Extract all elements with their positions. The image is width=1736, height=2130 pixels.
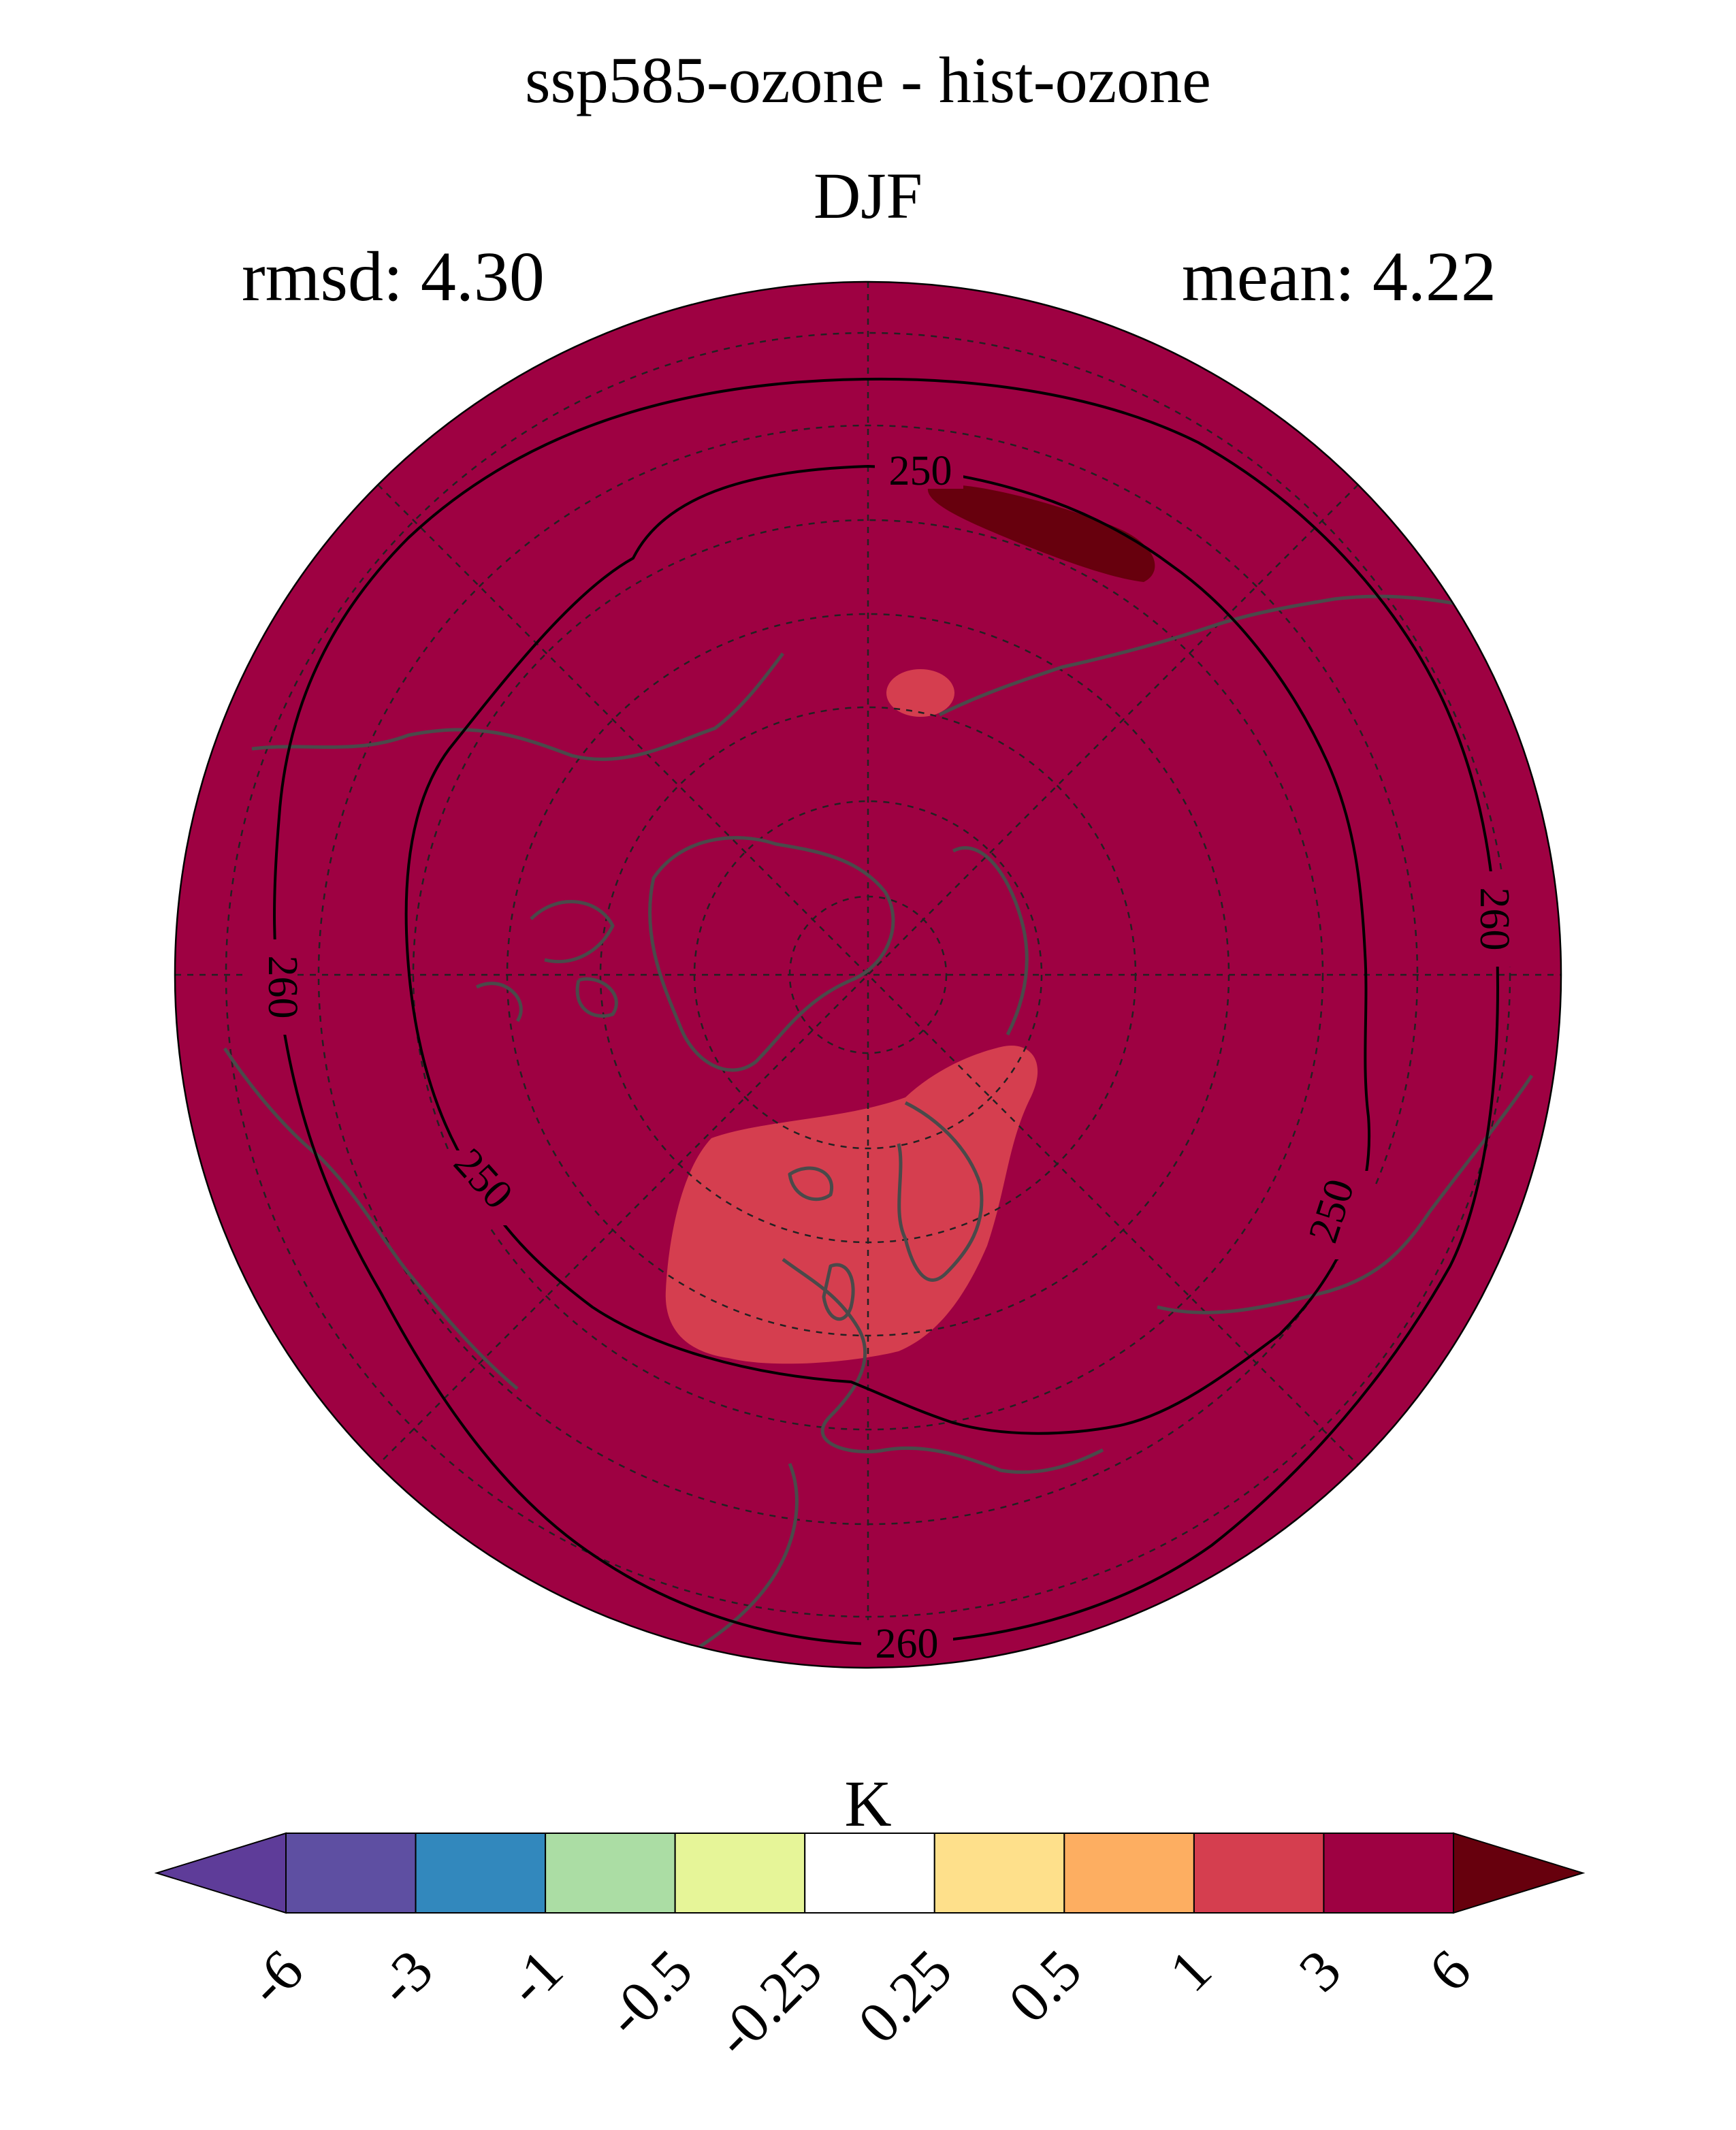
colorbar-bin bbox=[1323, 1833, 1455, 1914]
coast-siberia bbox=[938, 594, 1498, 717]
colorbar-tick-label: 1 bbox=[1157, 1937, 1223, 2004]
colorbar-tick-label: 3 bbox=[1287, 1937, 1353, 2004]
colorbar-tick-label: -6 bbox=[235, 1937, 316, 2018]
coast-greenland bbox=[648, 836, 895, 1072]
colorbar-tick-label: -0.25 bbox=[702, 1937, 835, 2070]
colorbar-tick-label: 0.25 bbox=[846, 1937, 964, 2056]
colorbar-extend-high bbox=[1453, 1832, 1586, 1914]
colorbar-tick-label: -3 bbox=[364, 1937, 445, 2018]
coast-pacific-na bbox=[223, 1047, 519, 1390]
coast-arctic-archipelago bbox=[475, 900, 618, 1022]
contour-label-260-right: 260 bbox=[1471, 888, 1517, 951]
anomaly-east-siberia bbox=[927, 484, 1155, 582]
colorbar-bin bbox=[933, 1833, 1065, 1914]
colorbar-unit: K bbox=[844, 1767, 891, 1840]
chart-title: ssp585-ozone - hist-ozone bbox=[525, 44, 1211, 116]
coast-scandinavia bbox=[897, 1101, 984, 1282]
colorbar: -6 -3 -1 -0.5-0.25 0.25 0.5 1 3 6 bbox=[154, 1832, 1586, 2070]
colorbar-tick-label: 6 bbox=[1416, 1937, 1483, 2004]
map-disk bbox=[175, 282, 1561, 1668]
colorbar-bin bbox=[804, 1833, 935, 1914]
rmsd-stat: rmsd: 4.30 bbox=[242, 238, 545, 316]
chart-subtitle: DJF bbox=[813, 159, 923, 232]
colorbar-bin bbox=[415, 1833, 547, 1914]
colorbar-tick-label: 0.5 bbox=[996, 1937, 1094, 2035]
contour-250 bbox=[404, 464, 1370, 1435]
colorbar-tick-label: -0.5 bbox=[593, 1937, 705, 2049]
coast-russia-north bbox=[952, 846, 1029, 1036]
colorbar-bin bbox=[1193, 1833, 1325, 1914]
anomaly-bering-strait bbox=[886, 669, 954, 717]
contour-label-260-bottom: 260 bbox=[875, 1621, 939, 1667]
anomaly-europe-scandinavia bbox=[665, 1045, 1038, 1364]
mean-stat: mean: 4.22 bbox=[1181, 238, 1496, 316]
coast-british-isles bbox=[822, 1263, 855, 1321]
colorbar-bin bbox=[545, 1833, 676, 1914]
coast-iceland bbox=[788, 1166, 834, 1201]
colorbar-extend-low bbox=[154, 1832, 287, 1914]
colorbar-tick-label: -1 bbox=[494, 1937, 575, 2018]
coast-north-america bbox=[251, 652, 784, 761]
contour-label-250-top: 250 bbox=[889, 448, 952, 494]
coast-africa bbox=[686, 1463, 799, 1656]
coast-europe bbox=[782, 1257, 1104, 1474]
contour-label-260-left: 260 bbox=[259, 956, 306, 1019]
colorbar-bin bbox=[285, 1833, 417, 1914]
colorbar-bin bbox=[1063, 1833, 1195, 1914]
colorbar-bin bbox=[674, 1833, 806, 1914]
